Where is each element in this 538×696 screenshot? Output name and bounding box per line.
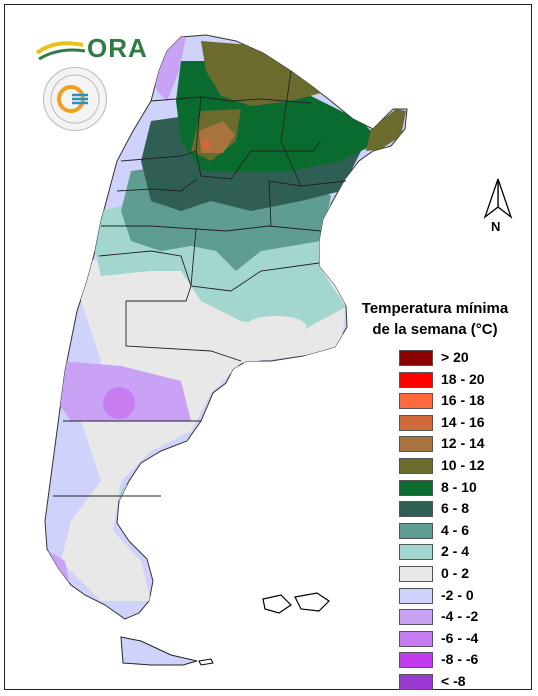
zone-east-0-2 xyxy=(246,316,306,336)
tierra-del-fuego xyxy=(120,636,198,666)
legend-item: 14 - 16 xyxy=(335,413,535,435)
legend-swatch xyxy=(399,479,433,496)
legend-swatch xyxy=(399,544,433,561)
legend-swatch xyxy=(399,630,433,647)
malvinas-islands xyxy=(262,592,330,614)
legend-item: 2 - 4 xyxy=(335,542,535,564)
legend-label: 18 - 20 xyxy=(441,370,485,387)
smn-seal-icon xyxy=(43,67,107,131)
legend-swatch xyxy=(399,393,433,410)
legend-item: 10 - 12 xyxy=(335,456,535,478)
zone-patagonia-cold-core xyxy=(103,387,135,419)
isla-de-los-estados xyxy=(198,658,214,666)
zone-14-16 xyxy=(201,140,211,150)
legend-item: 0 - 2 xyxy=(335,564,535,586)
legend-label: 14 - 16 xyxy=(441,413,485,430)
legend-item: > 20 xyxy=(335,348,535,370)
legend-swatch xyxy=(399,565,433,582)
legend-swatch xyxy=(399,673,433,690)
legend: Temperatura mínima de la semana (°C) > 2… xyxy=(335,298,535,694)
legend-swatch xyxy=(399,522,433,539)
legend-item: 18 - 20 xyxy=(335,370,535,392)
legend-item: -2 - 0 xyxy=(335,586,535,608)
legend-item: 4 - 6 xyxy=(335,521,535,543)
north-arrow-icon xyxy=(483,178,513,219)
legend-item: 8 - 10 xyxy=(335,478,535,500)
legend-swatch xyxy=(399,587,433,604)
legend-swatch xyxy=(399,501,433,518)
legend-item: 12 - 14 xyxy=(335,434,535,456)
legend-label: < -8 xyxy=(441,672,466,689)
legend-label: 8 - 10 xyxy=(441,478,477,495)
ora-logo-text: ORA xyxy=(87,33,148,63)
legend-label: -6 - -4 xyxy=(441,629,479,646)
province-borders xyxy=(53,70,347,497)
legend-label: 16 - 18 xyxy=(441,392,485,409)
zone-0-2 xyxy=(61,251,346,601)
legend-item: 16 - 18 xyxy=(335,391,535,413)
legend-swatch xyxy=(399,457,433,474)
temperature-map xyxy=(44,34,408,666)
map-frame: ORA N Temperatura mínima de la semana (°… xyxy=(4,4,532,690)
legend-item: 6 - 8 xyxy=(335,499,535,521)
north-label: N xyxy=(491,219,501,234)
legend-label: 12 - 14 xyxy=(441,435,485,452)
legend-label: 2 - 4 xyxy=(441,543,470,560)
legend-label: 0 - 2 xyxy=(441,564,470,581)
legend-title-line2: de la semana (°C) xyxy=(372,321,498,338)
legend-label: > 20 xyxy=(441,349,469,365)
legend-item: -6 - -4 xyxy=(335,629,535,651)
legend-swatch xyxy=(399,414,433,431)
zone-south-2-4 xyxy=(119,483,147,519)
legend-swatch xyxy=(399,371,433,388)
legend-label: 6 - 8 xyxy=(441,500,470,517)
legend-label: -8 - -6 xyxy=(441,651,479,668)
zone-10-12 xyxy=(191,41,406,161)
legend-label: -4 - -2 xyxy=(441,608,479,625)
legend-swatch xyxy=(399,350,433,366)
ora-logo: ORA xyxy=(35,33,147,65)
legend-item: -8 - -6 xyxy=(335,650,535,672)
legend-label: 10 - 12 xyxy=(441,456,485,473)
legend-title: Temperatura mínima de la semana (°C) xyxy=(335,298,535,340)
legend-swatch xyxy=(399,436,433,453)
legend-items: > 20 18 - 20 16 - 18 14 - 16 12 - 14 10 - 12 8… xyxy=(335,348,535,694)
legend-swatch xyxy=(399,652,433,669)
legend-label: 4 - 6 xyxy=(441,521,470,538)
legend-swatch xyxy=(399,609,433,626)
legend-label: -2 - 0 xyxy=(441,586,474,603)
legend-title-line1: Temperatura mínima xyxy=(361,300,509,317)
legend-item: < -8 xyxy=(335,672,535,694)
legend-item: -4 - -2 xyxy=(335,607,535,629)
